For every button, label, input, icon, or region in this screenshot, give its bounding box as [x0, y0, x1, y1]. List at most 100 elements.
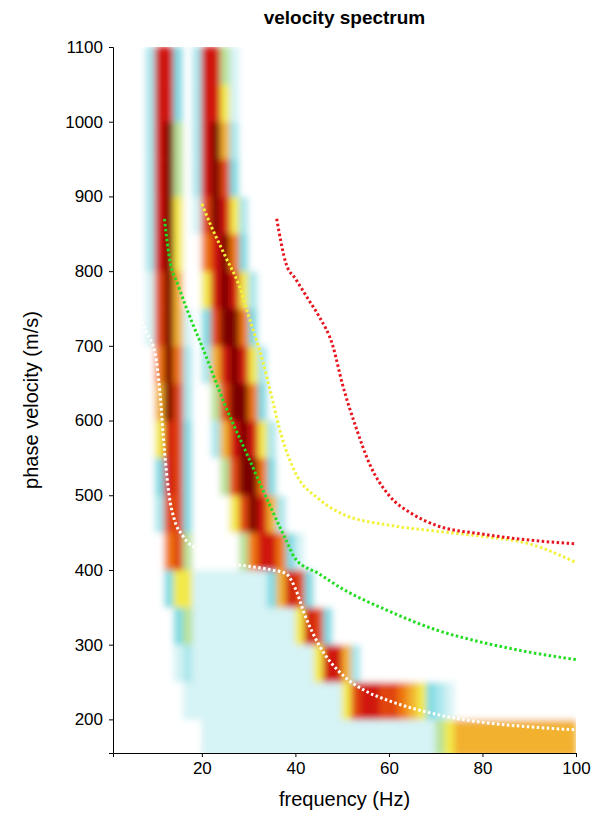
- heatmap-cell: [258, 682, 267, 719]
- heatmap-cell: [380, 570, 389, 607]
- heatmap-cell: [464, 47, 473, 84]
- x-tick: 20: [193, 753, 212, 778]
- heatmap-cell: [539, 346, 548, 383]
- heatmap-cell: [267, 346, 276, 383]
- heatmap-cell: [136, 421, 145, 458]
- heatmap-cell: [174, 645, 183, 682]
- heatmap-cell: [473, 122, 482, 159]
- heatmap-cell: [202, 346, 211, 383]
- heatmap-cell: [267, 308, 276, 345]
- heatmap-cell: [408, 84, 417, 121]
- heatmap-cell: [557, 570, 566, 607]
- heatmap-cell: [557, 607, 566, 644]
- heatmap-cell: [529, 122, 538, 159]
- heatmap-cell: [426, 421, 435, 458]
- heatmap-cell: [539, 383, 548, 420]
- heatmap-cell: [267, 458, 276, 495]
- heatmap-cell: [473, 346, 482, 383]
- y-tick: 1100: [66, 38, 113, 57]
- heatmap-cell: [239, 346, 248, 383]
- heatmap-cell: [136, 122, 145, 159]
- heatmap-cell: [408, 570, 417, 607]
- heatmap-cell: [314, 719, 323, 753]
- heatmap-cell: [473, 645, 482, 682]
- heatmap-cell: [557, 47, 566, 84]
- heatmap-cell: [482, 271, 491, 308]
- heatmap-cell: [454, 495, 463, 532]
- heatmap-cell: [118, 122, 127, 159]
- heatmap-cell: [155, 458, 164, 495]
- heatmap-cell: [155, 84, 164, 121]
- y-tick: 400: [75, 561, 113, 580]
- heatmap-cell: [174, 47, 183, 84]
- heatmap-cell: [136, 234, 145, 271]
- heatmap-cell: [567, 159, 576, 196]
- y-tick-mark: [109, 196, 113, 197]
- heatmap-cell: [352, 346, 361, 383]
- y-tick-label: 1000: [65, 113, 103, 132]
- heatmap-cell: [445, 308, 454, 345]
- heatmap-cell: [230, 719, 239, 753]
- heatmap-cell: [211, 719, 220, 753]
- heatmap-cell: [380, 421, 389, 458]
- heatmap-cell: [482, 47, 491, 84]
- heatmap-cell: [193, 458, 202, 495]
- heatmap-cell: [567, 84, 576, 121]
- heatmap-cell: [436, 84, 445, 121]
- heatmap-cell: [370, 719, 379, 753]
- heatmap-cell: [174, 122, 183, 159]
- heatmap-cell: [249, 719, 258, 753]
- heatmap-cell: [202, 458, 211, 495]
- heatmap-cell: [398, 570, 407, 607]
- heatmap-cell: [370, 196, 379, 233]
- heatmap-cell: [267, 47, 276, 84]
- heatmap-cell: [426, 533, 435, 570]
- heatmap-cell: [548, 421, 557, 458]
- heatmap-cell: [211, 383, 220, 420]
- heatmap-cell: [529, 570, 538, 607]
- heatmap-cell: [501, 607, 510, 644]
- heatmap-cell: [380, 346, 389, 383]
- y-axis: 20030040050060070080090010001100: [65, 38, 113, 754]
- heatmap-cell: [295, 84, 304, 121]
- heatmap-cell: [501, 84, 510, 121]
- heatmap-cell: [398, 346, 407, 383]
- heatmap-cell: [164, 308, 173, 345]
- heatmap-cell: [267, 421, 276, 458]
- heatmap-cell: [333, 645, 342, 682]
- heatmap-cell: [417, 458, 426, 495]
- heatmap-cell: [258, 234, 267, 271]
- heatmap-cell: [492, 682, 501, 719]
- heatmap-cell: [258, 84, 267, 121]
- heatmap-cell: [267, 533, 276, 570]
- heatmap-cell: [511, 458, 520, 495]
- heatmap-cell: [454, 719, 463, 753]
- heatmap-cell: [361, 234, 370, 271]
- heatmap-cell: [164, 682, 173, 719]
- heatmap-cell: [155, 607, 164, 644]
- heatmap-cell: [548, 159, 557, 196]
- heatmap-cell: [492, 159, 501, 196]
- heatmap-cell: [286, 645, 295, 682]
- heatmap-cell: [295, 719, 304, 753]
- heatmap-cell: [380, 495, 389, 532]
- heatmap-cell: [333, 719, 342, 753]
- heatmap-cell: [127, 196, 136, 233]
- heatmap-cell: [127, 719, 136, 753]
- heatmap-cell: [557, 308, 566, 345]
- heatmap-cell: [239, 84, 248, 121]
- heatmap-cell: [127, 607, 136, 644]
- heatmap-cell: [370, 271, 379, 308]
- heatmap-cell: [146, 234, 155, 271]
- heatmap-cell: [174, 607, 183, 644]
- heatmap-cell: [417, 533, 426, 570]
- heatmap-cell: [389, 196, 398, 233]
- heatmap-cell: [146, 719, 155, 753]
- heatmap-cell: [193, 495, 202, 532]
- heatmap-cell: [146, 84, 155, 121]
- heatmap-cell: [520, 495, 529, 532]
- heatmap-cell: [267, 682, 276, 719]
- heatmap-cell: [482, 84, 491, 121]
- heatmap-cell: [323, 383, 332, 420]
- heatmap-cell: [548, 346, 557, 383]
